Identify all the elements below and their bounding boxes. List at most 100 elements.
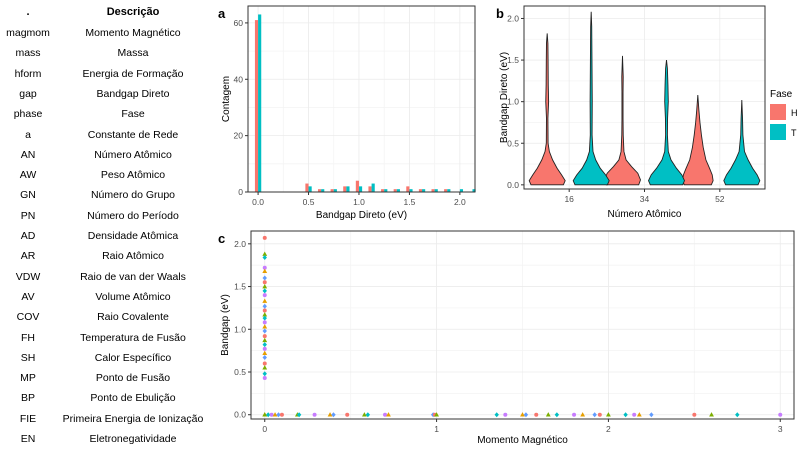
histogram-bar-T [396, 189, 400, 192]
table-row-desc: Raio Covalente [97, 311, 169, 324]
x-tick-label: 0 [262, 424, 267, 434]
scatter-point [262, 346, 267, 351]
histogram-bar-T [422, 189, 426, 192]
scatter-point [362, 412, 367, 417]
table-row-abbr: a [25, 128, 31, 141]
violin-T-52 [723, 99, 761, 186]
x-axis-label: Bandgap Direto (eV) [316, 210, 407, 221]
scatter-point [276, 412, 281, 418]
scatter-point [345, 412, 350, 417]
histogram-bar-T [459, 189, 464, 192]
scatter-point [262, 280, 267, 285]
scatter-point [262, 365, 268, 370]
scatter-point [434, 412, 439, 417]
panel-a-border [247, 5, 476, 193]
histogram-bar-H [431, 189, 435, 192]
histogram-bar-T [258, 14, 262, 193]
scatter-point [592, 412, 597, 418]
table-row-desc: Eletronegatividade [89, 433, 177, 445]
scatter-point [503, 412, 508, 417]
scatter-point [262, 265, 267, 270]
scatter-point [623, 412, 628, 418]
scatter-point [262, 371, 267, 377]
panel-label: c [218, 231, 225, 246]
table-row-abbr: PN [20, 209, 36, 222]
y-tick-label: 40 [234, 74, 244, 84]
histogram-bar-H [305, 183, 309, 192]
x-tick-label: 34 [640, 194, 650, 204]
y-tick-label: 0.0 [234, 410, 246, 420]
y-axis-label: Bandgap (eV) [220, 294, 231, 356]
table-row-abbr: phase [13, 108, 43, 121]
table-row-desc: Número Atômico [94, 148, 172, 161]
table-row-desc: Constante de Rede [87, 128, 179, 141]
scatter-point [262, 254, 267, 260]
table-row-desc: Momento Magnético [85, 27, 181, 39]
scatter-point [709, 412, 714, 417]
table-row-abbr: GN [20, 189, 36, 202]
table-row-desc: Número do Período [87, 209, 179, 222]
scatter-point [606, 412, 611, 417]
y-tick-label: 1.0 [507, 97, 519, 107]
scatter-point [262, 251, 268, 256]
scatter-point [262, 337, 268, 343]
scatter-point [383, 412, 388, 417]
table-row-abbr: VDW [15, 270, 41, 283]
legend-title: Fase [770, 89, 793, 100]
scatter-point [545, 412, 551, 417]
table-row-abbr: AR [20, 250, 36, 263]
legend-swatch-T [770, 124, 786, 140]
scatter-point [262, 328, 267, 334]
histogram-bar-T [333, 189, 337, 192]
scatter-point [365, 412, 371, 418]
table-row-abbr: AN [20, 148, 36, 161]
histogram-bar-H [254, 20, 259, 192]
y-tick-label: 1.5 [234, 282, 246, 292]
panel-c-border [250, 230, 795, 420]
x-tick-label: 1.0 [353, 197, 365, 207]
table-row-desc: Bandgap Direto [96, 87, 170, 100]
table-header-abbr: . [26, 6, 30, 18]
scatter-point [262, 354, 267, 360]
scatter-point [649, 412, 654, 418]
scatter-point [262, 298, 268, 303]
table-row-desc: Peso Atômico [100, 169, 166, 182]
histogram-bar-H [330, 189, 334, 192]
table-row-abbr: gap [19, 87, 37, 100]
scatter-point [262, 283, 268, 289]
scatter-point [554, 412, 560, 418]
violin-H-16 [528, 33, 566, 186]
histogram-bar-T [384, 189, 388, 192]
table-row-abbr: AD [20, 230, 36, 242]
legend-label-H: H [791, 108, 798, 118]
scatter-point [520, 412, 525, 417]
scatter-point [778, 412, 783, 417]
histogram-bar-T [371, 183, 375, 192]
y-tick-label: 60 [234, 18, 244, 28]
scatter-point [279, 412, 284, 417]
legend-label-T: T [791, 128, 797, 138]
table-row-abbr: AW [19, 169, 37, 182]
scatter-point [262, 315, 267, 321]
table-row-desc: Calor Específico [94, 351, 172, 364]
x-tick-label: 1 [434, 424, 439, 434]
histogram-bar-H [444, 189, 448, 192]
histogram-bar-H [368, 186, 372, 192]
scatter-point [269, 412, 274, 417]
x-tick-label: 2.0 [454, 197, 466, 207]
scatter-point [262, 268, 268, 273]
histogram-bar-T [472, 189, 476, 192]
table-row-desc: Ponto de Fusão [95, 372, 171, 385]
variable-description-table: . Descrição magmom Momento Magnético mass M… [0, 0, 210, 450]
table-header-desc: Descrição [106, 6, 160, 18]
table-row-abbr: EN [20, 433, 36, 445]
scatter-point [296, 412, 302, 418]
scatter-point [262, 320, 267, 325]
scatter-point [262, 275, 267, 281]
scatter-point [262, 350, 268, 355]
y-tick-label: 0 [238, 187, 243, 197]
x-tick-label: 16 [564, 194, 574, 204]
violin-T-16 [572, 11, 610, 186]
scatter-point [262, 288, 267, 294]
